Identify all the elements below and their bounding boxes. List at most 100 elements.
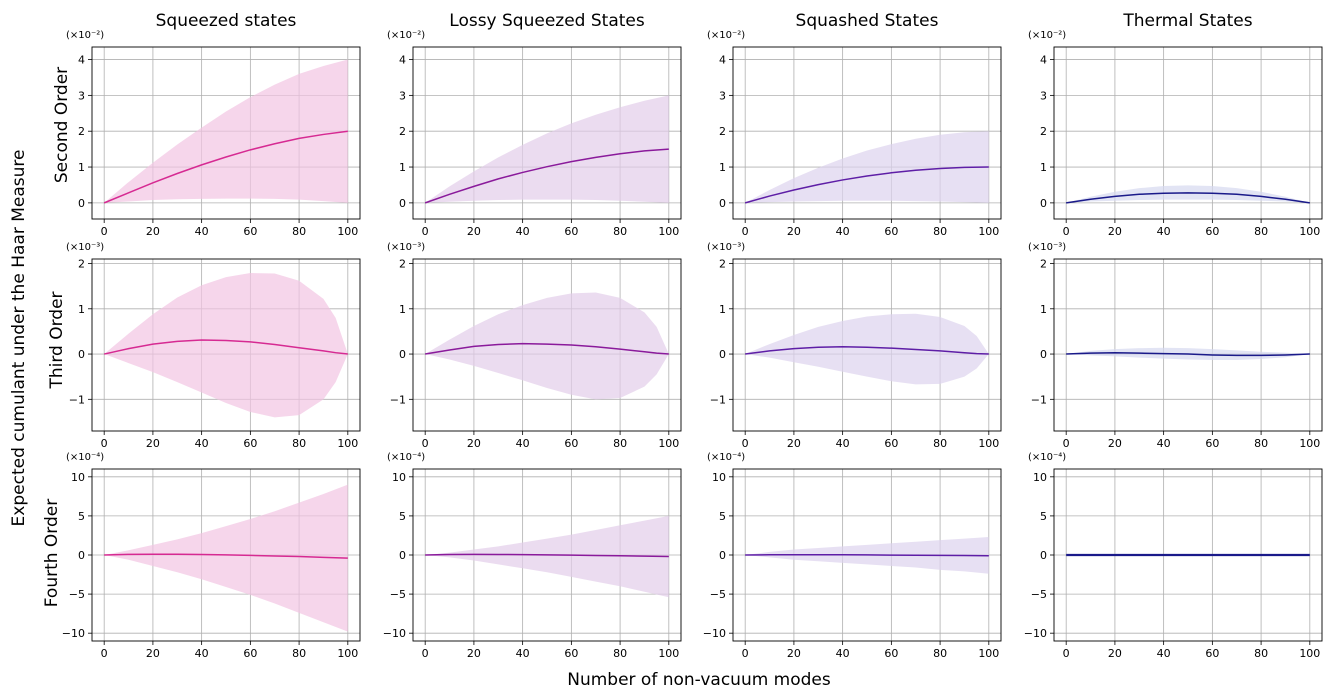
scale-label-second: (×10⁻²): [66, 30, 104, 41]
x-tick-label: 0: [742, 225, 749, 238]
x-tick-label: 20: [467, 437, 481, 450]
panel-r1-squeezed-frame: [91, 46, 361, 220]
x-tick-label: 40: [516, 437, 530, 450]
y-tick-label: −1: [390, 393, 406, 406]
x-tick-label: 20: [146, 647, 160, 660]
col-title-squashed: Squashed States: [796, 11, 939, 31]
panel-r3-squeezed: 0 20 40 60 80 100 −10 −5 0 5 10 (×10⁻⁴): [62, 452, 361, 660]
x-tick-label: 20: [787, 437, 801, 450]
scale-label-third: (×10⁻³): [1028, 242, 1066, 253]
panel-r3-squeezed-uncertainty-band: [104, 484, 348, 632]
x-tick-label: 80: [613, 225, 627, 238]
x-tick-label: 0: [101, 647, 108, 660]
x-tick-label: 60: [1205, 437, 1219, 450]
x-tick-label: 20: [787, 225, 801, 238]
y-tick-label: 2: [399, 125, 406, 138]
x-tick-label: 80: [1254, 647, 1268, 660]
x-tick-label: 0: [1063, 225, 1070, 238]
x-tick-label: 100: [978, 647, 999, 660]
panel-r1-lossy: 0 20 40 60 80 100 0 1 2 3 4 (×10⁻²): [387, 30, 682, 238]
y-tick-label: 4: [399, 54, 406, 67]
panel-r1-squeezed: 0 20 40 60 80 100 0 1 2 3 4 (×10⁻²): [66, 30, 361, 238]
panel-r3-lossy-x-axis: 0 20 40 60 80 100: [422, 641, 679, 660]
y-tick-label: 5: [78, 510, 85, 523]
y-tick-label: 1: [719, 303, 726, 316]
x-tick-label: 60: [1205, 647, 1219, 660]
y-tick-label: 1: [1040, 161, 1047, 174]
panel-r1-lossy-y-axis: 0 1 2 3 4: [399, 54, 413, 210]
x-tick-label: 100: [978, 437, 999, 450]
y-tick-label: 0: [719, 348, 726, 361]
x-tick-label: 80: [613, 647, 627, 660]
y-tick-label: 2: [1040, 125, 1047, 138]
x-tick-label: 20: [146, 437, 160, 450]
x-tick-label: 100: [337, 647, 358, 660]
x-tick-label: 80: [1254, 437, 1268, 450]
x-tick-label: 20: [787, 647, 801, 660]
y-tick-label: 1: [719, 161, 726, 174]
x-tick-label: 100: [1299, 437, 1320, 450]
y-tick-label: 3: [1040, 89, 1047, 102]
x-tick-label: 100: [1299, 225, 1320, 238]
y-tick-label: 0: [1040, 348, 1047, 361]
col-title-squeezed: Squeezed states: [156, 11, 297, 31]
scale-label-fourth: (×10⁻⁴): [1028, 452, 1066, 463]
panel-r1-lossy-mean-line: [424, 148, 669, 204]
panel-r3-lossy: 0 20 40 60 80 100 −10 −5 0 5 10 (×10⁻⁴): [383, 452, 682, 660]
x-tick-label: 40: [836, 225, 850, 238]
y-tick-label: −5: [69, 588, 85, 601]
panel-r1-squashed-uncertainty-band: [745, 131, 989, 203]
x-tick-label: 40: [1157, 225, 1171, 238]
x-tick-label: 80: [933, 225, 947, 238]
panel-r2-lossy-y-axis: −1 0 1 2: [390, 258, 413, 406]
row-title-second: Second Order: [52, 67, 72, 183]
y-tick-label: 2: [719, 258, 726, 271]
panel-r1-squashed-y-axis: 0 1 2 3 4: [719, 54, 733, 210]
panel-r1-thermal-x-axis: 0 20 40 60 80 100: [1063, 219, 1320, 238]
panel-r2-squeezed-mean-line: [104, 339, 348, 355]
x-tick-label: 40: [195, 647, 209, 660]
x-tick-label: 100: [658, 647, 679, 660]
x-tick-label: 40: [516, 225, 530, 238]
panel-r3-squashed-y-axis: −10 −5 0 5 10: [703, 471, 733, 640]
y-tick-label: 10: [712, 471, 726, 484]
panel-r2-thermal-frame: [1053, 258, 1323, 432]
y-tick-label: 0: [78, 197, 85, 210]
panel-r2-lossy-uncertainty-band: [425, 292, 669, 400]
panel-r3-thermal-y-axis: −10 −5 0 5 10: [1024, 471, 1054, 640]
x-tick-label: 20: [1108, 647, 1122, 660]
x-tick-label: 20: [146, 225, 160, 238]
row-title-third: Third Order: [47, 291, 67, 389]
x-tick-label: 80: [292, 225, 306, 238]
y-tick-label: 2: [1040, 258, 1047, 271]
y-tick-label: 1: [78, 303, 85, 316]
panel-r3-squeezed-y-axis: −10 −5 0 5 10: [62, 471, 92, 640]
x-tick-label: 80: [292, 437, 306, 450]
panel-r2-thermal: 0 20 40 60 80 100 −1 0 1 2 (×10⁻³): [1028, 242, 1323, 450]
y-tick-label: −10: [62, 627, 85, 640]
y-tick-label: 1: [1040, 303, 1047, 316]
x-axis-suptitle: Number of non-vacuum modes: [567, 670, 831, 689]
y-tick-label: 3: [719, 89, 726, 102]
panel-r2-squeezed-y-axis: −1 0 1 2: [69, 258, 92, 406]
panel-r1-squeezed-mean-line: [103, 130, 348, 204]
y-tick-label: 5: [1040, 510, 1047, 523]
y-tick-label: −5: [1031, 588, 1047, 601]
y-tick-label: 0: [78, 549, 85, 562]
y-tick-label: −10: [383, 627, 406, 640]
y-tick-label: 0: [399, 197, 406, 210]
y-tick-label: 1: [399, 303, 406, 316]
y-axis-suptitle: Expected cumulant under the Haar Measure: [9, 150, 29, 527]
panel-r3-lossy-y-axis: −10 −5 0 5 10: [383, 471, 413, 640]
x-tick-label: 0: [1063, 647, 1070, 660]
panel-r2-thermal-background: [1054, 259, 1322, 431]
scale-label-third: (×10⁻³): [707, 242, 745, 253]
scale-label-fourth: (×10⁻⁴): [66, 452, 104, 463]
panel-r2-thermal-mean-line: [1066, 351, 1310, 357]
panel-r3-thermal: 0 20 40 60 80 100 −10 −5 0 5 10 (×10⁻⁴): [1024, 452, 1323, 660]
panel-r1-squeezed-uncertainty-band: [104, 59, 348, 203]
x-tick-label: 40: [195, 437, 209, 450]
x-tick-label: 80: [292, 647, 306, 660]
y-tick-label: 10: [71, 471, 85, 484]
